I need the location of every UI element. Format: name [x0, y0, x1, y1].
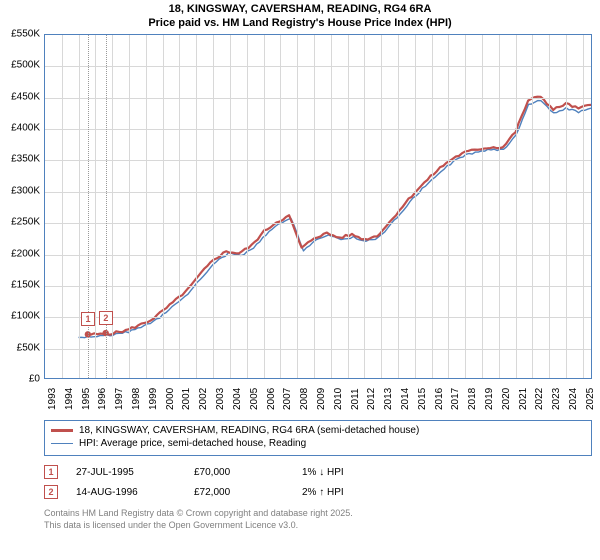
x-tick-label: 2004 — [232, 388, 243, 410]
legend-swatch — [51, 429, 73, 431]
x-tick-label: 1993 — [47, 388, 58, 410]
title-line-2: Price paid vs. HM Land Registry's House … — [0, 17, 600, 31]
x-tick-label: 2008 — [299, 388, 310, 410]
y-tick-label: £450K — [0, 91, 40, 102]
sale-row-marker: 2 — [44, 485, 58, 499]
legend-item: HPI: Average price, semi-detached house,… — [51, 438, 585, 449]
x-tick-label: 2018 — [467, 388, 478, 410]
title-line-1: 18, KINGSWAY, CAVERSHAM, READING, RG4 6R… — [0, 3, 600, 17]
x-tick-label: 2007 — [282, 388, 293, 410]
sale-diff: 2% ↑ HPI — [302, 487, 392, 498]
x-tick-label: 2012 — [366, 388, 377, 410]
chart-lines — [45, 35, 591, 378]
x-tick-label: 2000 — [165, 388, 176, 410]
y-tick-label: £0 — [0, 374, 40, 385]
x-tick-label: 2021 — [518, 388, 529, 410]
x-tick-label: 2016 — [434, 388, 445, 410]
x-tick-label: 2003 — [215, 388, 226, 410]
sale-price: £72,000 — [194, 487, 284, 498]
x-tick-label: 2011 — [350, 388, 361, 410]
legend-item: 18, KINGSWAY, CAVERSHAM, READING, RG4 6R… — [51, 425, 585, 436]
x-tick-label: 2013 — [383, 388, 394, 410]
x-tick-label: 2014 — [400, 388, 411, 410]
sale-date: 14-AUG-1996 — [76, 487, 176, 498]
x-tick-label: 2023 — [551, 388, 562, 410]
attribution: Contains HM Land Registry data © Crown c… — [44, 508, 353, 531]
x-tick-label: 1995 — [81, 388, 92, 410]
y-tick-label: £400K — [0, 123, 40, 134]
sale-row: 1 27-JUL-1995 £70,000 1% ↓ HPI — [44, 462, 392, 482]
y-tick-label: £500K — [0, 60, 40, 71]
x-tick-label: 2017 — [450, 388, 461, 410]
sale-date: 27-JUL-1995 — [76, 467, 176, 478]
chart-title: 18, KINGSWAY, CAVERSHAM, READING, RG4 6R… — [0, 0, 600, 31]
x-tick-label: 1997 — [114, 388, 125, 410]
y-tick-label: £550K — [0, 29, 40, 40]
sale-price: £70,000 — [194, 467, 284, 478]
y-tick-label: £250K — [0, 217, 40, 228]
sales-table: 1 27-JUL-1995 £70,000 1% ↓ HPI 2 14-AUG-1996 £… — [44, 462, 392, 502]
y-tick-label: £150K — [0, 279, 40, 290]
x-tick-label: 2015 — [417, 388, 428, 410]
attribution-line-1: Contains HM Land Registry data © Crown c… — [44, 508, 353, 520]
sale-diff: 1% ↓ HPI — [302, 467, 392, 478]
legend-label: 18, KINGSWAY, CAVERSHAM, READING, RG4 6R… — [79, 425, 419, 436]
legend-label: HPI: Average price, semi-detached house,… — [79, 438, 306, 449]
y-tick-label: £350K — [0, 154, 40, 165]
sale-row-marker: 1 — [44, 465, 58, 479]
x-tick-label: 2022 — [534, 388, 545, 410]
series-line — [78, 101, 591, 338]
sale-marker: 2 — [99, 311, 113, 325]
x-tick-label: 2006 — [266, 388, 277, 410]
x-tick-label: 1996 — [97, 388, 108, 410]
chart-container: £0 £50K £100K £150K £200K £250K £300K £350K £400… — [0, 34, 600, 414]
legend: 18, KINGSWAY, CAVERSHAM, READING, RG4 6R… — [44, 420, 592, 456]
x-tick-label: 1998 — [131, 388, 142, 410]
x-tick-label: 1999 — [148, 388, 159, 410]
x-tick-label: 2001 — [181, 388, 192, 410]
x-tick-label: 2020 — [501, 388, 512, 410]
x-tick-label: 2005 — [249, 388, 260, 410]
x-tick-label: 2010 — [333, 388, 344, 410]
x-tick-label: 2019 — [484, 388, 495, 410]
sale-marker: 1 — [81, 312, 95, 326]
x-tick-label: 2025 — [585, 388, 596, 410]
sale-row: 2 14-AUG-1996 £72,000 2% ↑ HPI — [44, 482, 392, 502]
x-tick-label: 2009 — [316, 388, 327, 410]
y-tick-label: £300K — [0, 185, 40, 196]
y-tick-label: £200K — [0, 248, 40, 259]
x-tick-label: 1994 — [64, 388, 75, 410]
y-tick-label: £50K — [0, 342, 40, 353]
legend-swatch — [51, 443, 73, 444]
x-tick-label: 2024 — [568, 388, 579, 410]
attribution-line-2: This data is licensed under the Open Gov… — [44, 520, 353, 532]
x-tick-label: 2002 — [198, 388, 209, 410]
y-tick-label: £100K — [0, 311, 40, 322]
plot-area: 12 — [44, 34, 592, 379]
